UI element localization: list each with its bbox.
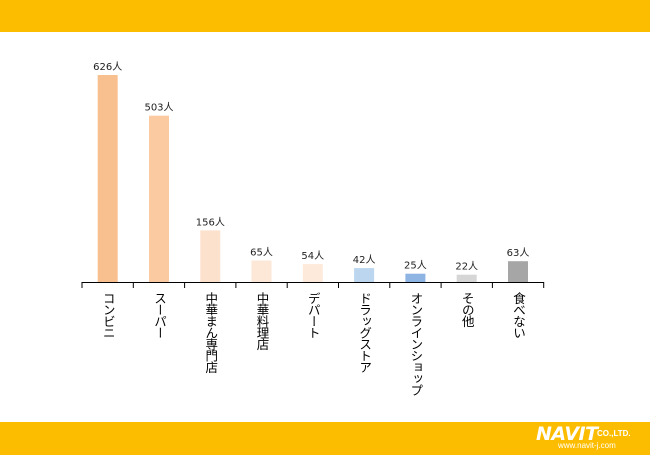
company-logo: NAVIT CO.,LTD. www.navit-j.com [536, 423, 646, 453]
bar-6 [354, 268, 375, 282]
category-label-6: ドラッグストア [357, 292, 373, 373]
value-label-4: 65人 [250, 247, 273, 259]
tick-group [81, 282, 545, 288]
category-label-1: コンビニ [100, 292, 116, 338]
category-label-4: 中華料理店 [254, 292, 270, 350]
category-label-3: 中華まん専門店 [203, 292, 219, 373]
bar-2 [149, 115, 169, 282]
category-label-5: デパート [305, 292, 321, 338]
value-label-3: 156人 [196, 216, 225, 228]
bar-4 [251, 260, 272, 282]
value-label-5: 54人 [301, 250, 324, 262]
category-label-8: その他 [459, 292, 475, 327]
value-label-9: 63人 [507, 247, 530, 259]
logo-wordmark: NAVIT [536, 423, 598, 445]
category-label-9: 食べない [511, 292, 526, 338]
bar-7 [405, 273, 426, 282]
top-banner [0, 0, 650, 32]
bar-3 [200, 230, 221, 282]
bar-group [97, 75, 528, 282]
value-label-2: 503人 [144, 102, 173, 114]
category-label-7: オンラインショップ [408, 292, 424, 396]
value-label-7: 25人 [404, 260, 427, 272]
bar-5 [302, 264, 323, 282]
bottom-banner [0, 422, 650, 455]
bar-chart: 626人 503人 156人 65人 54人 42人 25人 22人 63人 コンビニ スーパー 中… [0, 32, 650, 422]
bar-8 [456, 274, 477, 282]
logo-company-suffix: CO.,LTD. [597, 429, 631, 438]
value-label-6: 42人 [353, 254, 376, 266]
value-label-group: 626人 503人 156人 65人 54人 42人 25人 22人 63人 [93, 61, 529, 273]
category-label-2: スーパー [152, 292, 167, 338]
chart-canvas: 626人 503人 156人 65人 54人 42人 25人 22人 63人 [81, 61, 545, 288]
bar-1 [97, 75, 118, 282]
value-label-1: 626人 [93, 61, 122, 73]
logo-url: www.navit-j.com [558, 441, 616, 450]
bar-9 [508, 261, 528, 282]
value-label-8: 22人 [455, 261, 478, 273]
